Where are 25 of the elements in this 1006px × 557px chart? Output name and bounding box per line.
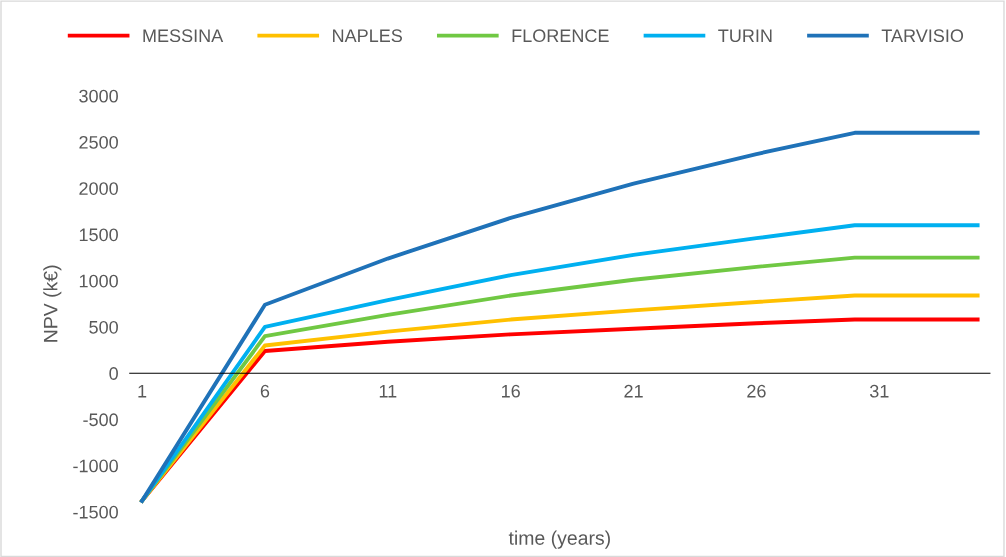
y-tick-label: 500 — [89, 320, 118, 334]
legend-label: TARVISIO — [881, 29, 964, 43]
x-axis-title: time (years) — [508, 530, 610, 549]
y-tick-label: -1000 — [73, 459, 118, 473]
y-axis-title: NPV (k€) — [43, 265, 62, 342]
legend-label: NAPLES — [333, 29, 402, 43]
line-series — [140, 130, 980, 503]
x-tick-label: 21 — [624, 384, 643, 398]
x-tick-label: 6 — [260, 384, 270, 398]
y-tick-label: 0 — [109, 367, 118, 380]
y-tick-label: 1500 — [79, 228, 118, 242]
y-tick-label: 1000 — [79, 274, 118, 288]
x-tick-label: 16 — [502, 384, 520, 398]
x-tick-label: 31 — [869, 384, 889, 398]
y-tick-label: 3000 — [79, 89, 118, 103]
x-tick-label: 1 — [138, 384, 147, 398]
y-tick-label: -1500 — [73, 505, 118, 519]
y-tick-label: 2000 — [79, 182, 118, 195]
y-tick-label: -500 — [83, 413, 118, 427]
x-tick-label: 26 — [747, 384, 766, 398]
legend-label: MESSINA — [143, 29, 224, 43]
x-tick-label: 11 — [379, 384, 397, 398]
legend-label: FLORENCE — [512, 29, 609, 43]
y-tick-label: 2500 — [79, 135, 118, 149]
legend-label: TURIN — [718, 29, 772, 43]
